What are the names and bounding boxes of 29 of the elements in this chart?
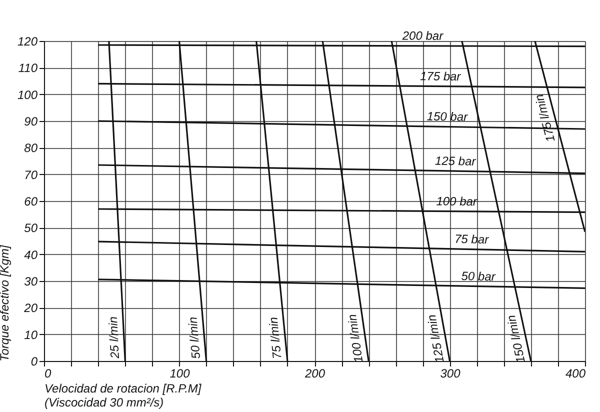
y-tick-label: 50 xyxy=(24,221,38,236)
annotation: 50 l/min xyxy=(186,316,204,360)
annotation: 175 l/min xyxy=(532,92,558,144)
x-tick-label: 400 xyxy=(565,366,586,380)
y-tick-label: 30 xyxy=(24,274,38,288)
y-tick-label: 60 xyxy=(24,194,38,208)
y-tick-label: 80 xyxy=(24,141,38,156)
x-tick-label: 300 xyxy=(440,366,461,380)
x-tick-label: 0 xyxy=(44,366,52,380)
annotation: 125 l/min xyxy=(424,313,447,364)
y-tick-label: 10 xyxy=(24,328,38,342)
annotation: 25 l/min xyxy=(106,316,122,360)
y-tick-label: 110 xyxy=(18,61,38,76)
y-tick-label: 40 xyxy=(24,248,38,262)
y-tick-label: 90 xyxy=(24,114,38,128)
annotation: 100 l/min xyxy=(344,313,366,364)
y-tick-label: 120 xyxy=(17,34,38,48)
y-tick-label: 100 xyxy=(17,88,38,102)
annotation: 150 l/min xyxy=(504,314,528,364)
annotation: 200 bar xyxy=(401,28,444,43)
annotation: 75 l/min xyxy=(266,316,284,360)
annotation: 50 bar xyxy=(461,269,496,284)
y-tick-label: 0 xyxy=(30,354,38,368)
y-axis-title: Torque efectivo [Kgm] xyxy=(0,244,12,362)
y-tick-label: 20 xyxy=(23,301,38,316)
x-tick-label: 200 xyxy=(304,366,326,380)
x-axis-title: Velocidad de rotacion [R.P.M] (Viscocidad 30 mm²/s) xyxy=(44,382,202,410)
x-tick-label: 100 xyxy=(170,366,190,380)
y-tick-label: 70 xyxy=(24,168,38,182)
